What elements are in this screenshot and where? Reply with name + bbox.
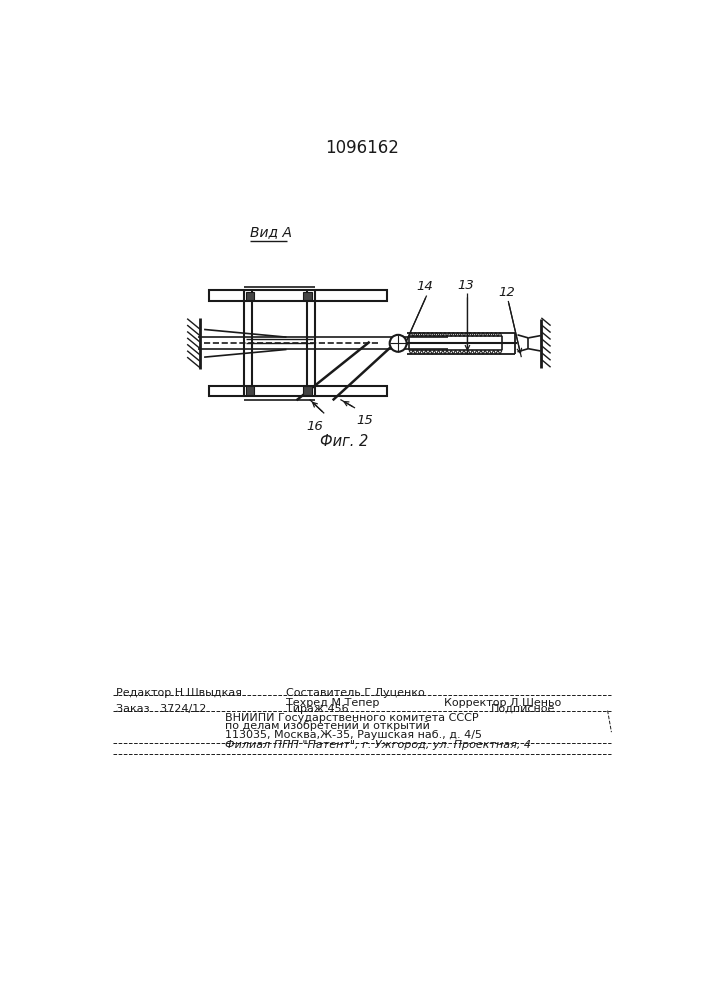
Bar xyxy=(246,292,254,300)
Text: Редактор Н.Швыдкая: Редактор Н.Швыдкая xyxy=(115,688,242,698)
Text: 1096162: 1096162 xyxy=(325,139,399,157)
Text: Подписное: Подписное xyxy=(491,704,555,714)
Circle shape xyxy=(390,335,407,352)
Text: 15: 15 xyxy=(356,414,373,427)
Text: 13: 13 xyxy=(457,279,474,292)
Bar xyxy=(209,386,387,396)
Text: по делам изобретений и открытий: по делам изобретений и открытий xyxy=(225,721,430,731)
Bar xyxy=(303,386,312,395)
Text: Техред М.Тепер: Техред М.Тепер xyxy=(286,698,380,708)
Bar xyxy=(303,292,312,300)
Text: 16: 16 xyxy=(306,420,322,433)
Text: Филиал ППП "Патент", г. Ужгород, ул. Проектная, 4: Филиал ППП "Патент", г. Ужгород, ул. Про… xyxy=(225,740,531,750)
Text: ВНИИПИ Государственного комитета СССР: ВНИИПИ Государственного комитета СССР xyxy=(225,713,479,723)
Text: Составитель Г.Луценко: Составитель Г.Луценко xyxy=(286,688,425,698)
Text: 113035, Москва,Ж-35, Раушская наб., д. 4/5: 113035, Москва,Ж-35, Раушская наб., д. 4… xyxy=(225,730,482,740)
Text: Вид А: Вид А xyxy=(250,225,292,239)
Text: 12: 12 xyxy=(498,286,515,299)
Text: Корректор Л.Шеньо: Корректор Л.Шеньо xyxy=(444,698,561,708)
Bar xyxy=(246,386,254,395)
Bar xyxy=(209,290,387,301)
Text: Фиг. 2: Фиг. 2 xyxy=(320,434,368,449)
Text: Заказ   3724/12: Заказ 3724/12 xyxy=(115,704,206,714)
Text: 14: 14 xyxy=(416,280,433,293)
Text: Тираж 456: Тираж 456 xyxy=(286,704,349,714)
